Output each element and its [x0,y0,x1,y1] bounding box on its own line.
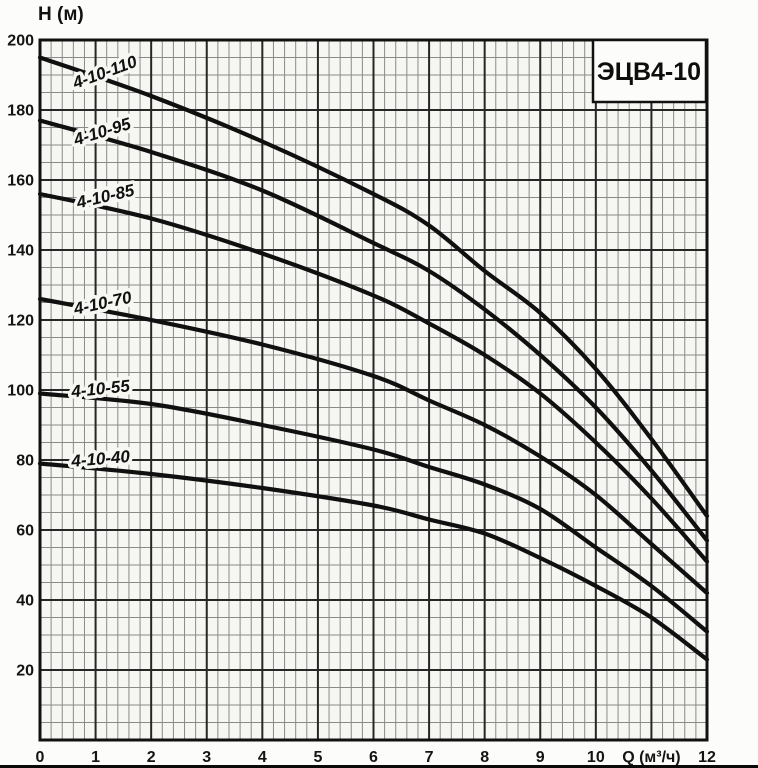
x-tick-label-3: 3 [202,749,211,766]
curve-4-10-110 [37,55,710,519]
y-axis-title: Н (м) [38,4,84,25]
curve-4-10-85 [37,191,710,564]
y-tick-label-160: 160 [7,173,34,190]
x-tick-label-6: 6 [369,749,378,766]
x-tick-label-5: 5 [313,749,322,766]
x-tick-label-8: 8 [480,749,489,766]
y-tick-label-20: 20 [16,663,34,680]
chart-layer: 4-10-1104-10-954-10-854-10-704-10-554-10… [7,33,716,767]
x-tick-label-4: 4 [258,749,267,766]
x-tick-label-0: 0 [36,749,45,766]
y-tick-labels: 200 180 160 140 120 100 80 60 40 20 [7,33,34,680]
y-tick-label-80: 80 [16,453,34,470]
y-tick-label-100: 100 [7,383,34,400]
x-tick-label-12: 12 [698,749,716,766]
curve-4-10-95 [37,118,710,543]
x-tick-label-10: 10 [587,749,605,766]
plot-border [38,38,709,742]
x-tick-label-11: Q (м³/ч) [622,749,680,766]
x-tick-label-2: 2 [147,749,156,766]
curve-4-10-70 [37,296,710,596]
y-tick-label-40: 40 [16,593,34,610]
y-tick-label-140: 140 [7,243,34,260]
chart-title: ЭЦВ4-10 [597,58,701,86]
x-tick-label-9: 9 [536,749,545,766]
x-tick-labels: 0 1 2 3 4 5 6 7 8 9 10 Q (м³/ч) 12 [36,749,716,766]
major-grid [40,40,707,740]
curve-4-10-55 [37,391,710,634]
scan-edge-artifact [0,765,758,768]
y-tick-label-120: 120 [7,313,34,330]
x-tick-label-7: 7 [425,749,434,766]
x-tick-label-1: 1 [91,749,100,766]
title-box-frame [591,38,708,104]
curve-4-10-40 [37,461,710,662]
y-tick-label-60: 60 [16,523,34,540]
title-box: ЭЦВ4-10 [591,38,708,104]
y-tick-label-200: 200 [7,33,34,50]
curves [37,55,710,662]
y-tick-label-180: 180 [7,103,34,120]
